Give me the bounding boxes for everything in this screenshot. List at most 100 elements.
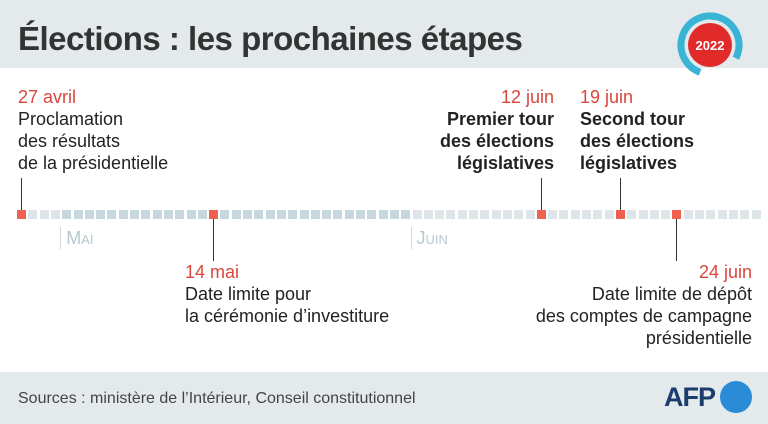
- day-square: [423, 210, 433, 219]
- day-square: [186, 210, 196, 219]
- day-square: [548, 210, 558, 219]
- day-square: [175, 210, 185, 219]
- month-label: Mai: [66, 228, 94, 248]
- day-square: [28, 210, 38, 219]
- day-square: [649, 210, 659, 219]
- day-square: [62, 210, 72, 219]
- day-square: [683, 210, 693, 219]
- day-square: [514, 210, 524, 219]
- event-description: la cérémonie d’investiture: [185, 306, 390, 326]
- day-square: [378, 210, 388, 219]
- event-1: 14 mai Date limite pour la cérémonie d’inv…: [185, 261, 389, 327]
- event-marker: [536, 210, 546, 219]
- event-connector: [676, 219, 678, 261]
- day-square: [480, 210, 490, 219]
- day-square: [344, 210, 354, 219]
- day-square: [740, 210, 750, 219]
- day-square: [96, 210, 106, 219]
- month-divider: [60, 227, 62, 249]
- event-marker: [17, 210, 26, 219]
- day-square: [446, 210, 456, 219]
- event-date: 24 juin: [698, 262, 752, 282]
- event-description: Proclamation: [18, 109, 124, 129]
- day-square: [356, 210, 365, 219]
- day-square: [152, 210, 162, 219]
- event-2: 12 juin Premier tour des élections législat…: [440, 86, 554, 174]
- event-date: 14 mai: [185, 262, 240, 282]
- day-square: [220, 210, 230, 219]
- day-square: [107, 210, 117, 219]
- day-square: [276, 210, 286, 219]
- event-0: 27 avril Proclamation des résultats de la p…: [18, 86, 168, 174]
- afp-logo-dot: [720, 381, 752, 413]
- event-marker: [209, 210, 219, 219]
- day-square: [559, 210, 569, 219]
- day-square: [265, 210, 275, 219]
- event-connector: [21, 178, 22, 210]
- event-description: Second tour: [580, 109, 686, 129]
- day-square: [638, 210, 648, 219]
- day-square: [502, 210, 512, 219]
- day-square: [412, 210, 422, 219]
- day-square: [197, 210, 207, 219]
- day-square: [39, 210, 49, 219]
- event-connector: [540, 178, 542, 210]
- day-square: [751, 210, 761, 219]
- event-date: 12 juin: [500, 87, 554, 107]
- footer-band: [0, 372, 768, 424]
- day-square: [84, 210, 94, 219]
- day-square: [141, 210, 151, 219]
- day-square: [570, 210, 580, 219]
- day-square: [695, 210, 704, 219]
- day-square: [333, 210, 343, 219]
- event-4: 24 juin Date limite de dépôt des comptes d…: [536, 261, 752, 349]
- day-square: [604, 210, 614, 219]
- day-square: [401, 210, 411, 219]
- event-description: de la présidentielle: [18, 153, 169, 173]
- sources-text: Sources : ministère de l’Intérieur, Cons…: [18, 390, 416, 407]
- day-square: [310, 210, 320, 219]
- day-square: [469, 210, 478, 219]
- event-description: présidentielle: [645, 328, 752, 348]
- day-square: [661, 210, 671, 219]
- event-date: 19 juin: [580, 87, 634, 107]
- day-square: [367, 210, 377, 219]
- event-description: des comptes de campagne: [535, 306, 752, 326]
- day-square: [118, 210, 128, 219]
- afp-logo: AFP: [664, 382, 716, 412]
- event-description: Date limite pour: [185, 284, 312, 304]
- day-square: [254, 210, 264, 219]
- event-description: législatives: [456, 153, 554, 173]
- event-description: Premier tour: [446, 109, 554, 129]
- day-square: [73, 210, 83, 219]
- day-square: [717, 210, 727, 219]
- day-square: [243, 210, 252, 219]
- page-title: Élections : les prochaines étapes: [18, 20, 523, 57]
- event-connector: [213, 219, 215, 261]
- day-square: [582, 210, 591, 219]
- day-square: [299, 210, 309, 219]
- day-square: [457, 210, 467, 219]
- badge-year: 2022: [696, 38, 725, 53]
- day-square: [491, 210, 501, 219]
- day-square: [163, 210, 173, 219]
- day-square: [231, 210, 241, 219]
- day-square: [288, 210, 298, 219]
- day-square: [435, 210, 445, 219]
- event-marker: [672, 210, 682, 219]
- event-date: 27 avril: [18, 87, 77, 107]
- day-square: [389, 210, 399, 219]
- year-badge: 2022: [677, 12, 743, 78]
- day-square: [525, 210, 535, 219]
- month-divider: [410, 227, 412, 249]
- day-square: [130, 210, 139, 219]
- event-marker: [615, 210, 625, 219]
- event-description: législatives: [580, 153, 678, 173]
- day-square: [50, 210, 60, 219]
- month-label: Juin: [416, 228, 448, 248]
- day-square: [322, 210, 332, 219]
- event-description: des élections: [439, 131, 554, 151]
- day-square: [593, 210, 603, 219]
- event-description: des élections: [580, 131, 695, 151]
- day-square: [627, 210, 637, 219]
